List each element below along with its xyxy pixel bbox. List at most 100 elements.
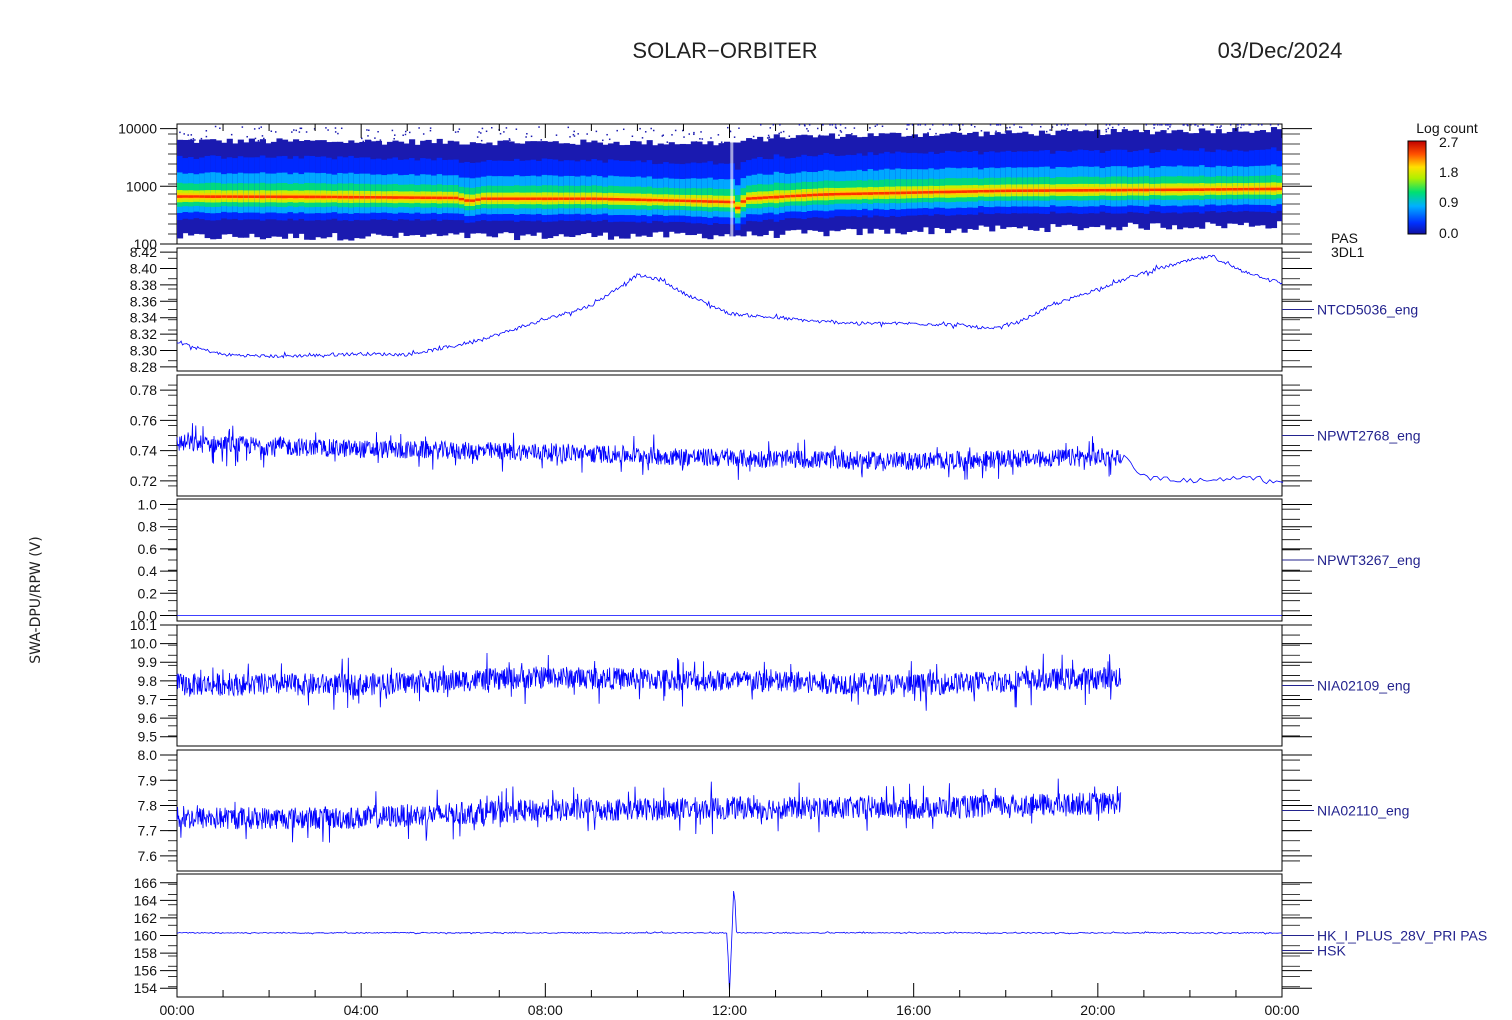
spectrogram-speck xyxy=(367,135,369,137)
spectrogram-speck xyxy=(1237,126,1239,129)
spectrogram-speck xyxy=(1164,124,1167,126)
spectrogram-cell xyxy=(398,196,405,199)
spectrogram-speck xyxy=(1210,124,1212,126)
spectrogram-cell xyxy=(1110,188,1117,192)
spectrogram-cell xyxy=(331,195,338,199)
spectrogram-speck xyxy=(1153,127,1155,129)
spectrogram-cell xyxy=(1188,188,1195,191)
spectrogram-speck xyxy=(454,131,457,133)
spectrogram-cell xyxy=(309,195,316,199)
spectrogram-cell xyxy=(602,197,609,201)
spectrogram-speck xyxy=(404,133,407,136)
spectrogram-speck xyxy=(481,127,484,130)
spectrogram-cell xyxy=(757,196,764,200)
series-label: NTCD5036_eng xyxy=(1317,302,1418,318)
spectrogram-cell xyxy=(298,195,305,199)
spectrogram-speck xyxy=(1249,124,1252,126)
spectrogram-cell xyxy=(596,197,604,201)
spectrogram-speck xyxy=(907,124,909,126)
spectrogram-speck xyxy=(525,136,527,138)
spectrogram-cell xyxy=(735,206,742,210)
spectrogram-speck xyxy=(700,131,702,133)
y-tick-label: 166 xyxy=(134,875,158,891)
spectrogram-speck xyxy=(334,127,337,129)
series-label: NPWT2768_eng xyxy=(1317,428,1421,444)
spectrogram-speck xyxy=(538,126,540,128)
spectrogram-cell xyxy=(1270,187,1278,191)
spectrogram-speck xyxy=(190,134,193,136)
spectrogram-speck xyxy=(929,128,931,131)
x-tick-label: 16:00 xyxy=(896,1002,931,1018)
spectrogram-speck xyxy=(606,133,608,136)
spectrogram-speck xyxy=(1169,124,1172,126)
spectrogram-cell xyxy=(646,198,653,202)
spectrogram-cell xyxy=(420,196,427,200)
spectrogram-cell xyxy=(718,200,725,204)
spectrogram-cell xyxy=(1121,188,1128,192)
spectrogram-speck xyxy=(1197,125,1199,127)
y-tick-label: 9.6 xyxy=(138,710,158,726)
spectrogram-speck xyxy=(834,126,837,128)
y-tick-label: 8.32 xyxy=(130,326,157,342)
spectrogram-cell xyxy=(530,197,537,201)
spectrogram-cell xyxy=(834,192,841,196)
spectrogram-cell xyxy=(436,196,443,200)
colorbar-tick: 2.7 xyxy=(1439,134,1459,150)
spectrogram-speck xyxy=(270,130,273,132)
y-tick-label: 158 xyxy=(134,945,158,961)
spectrogram-speck xyxy=(1198,129,1201,132)
spectrogram-cell xyxy=(851,192,858,196)
spectrogram-speck xyxy=(263,137,265,140)
spectrogram-speck xyxy=(187,134,189,136)
spectrogram-speck xyxy=(569,136,571,138)
spectrogram-speck xyxy=(1261,124,1263,126)
spectrogram-speck xyxy=(374,137,376,139)
spectrogram-cell xyxy=(1127,188,1134,192)
spectrogram-cell xyxy=(652,198,659,202)
spectrogram-speck xyxy=(1004,131,1007,133)
spectrogram-speck xyxy=(931,124,934,126)
spectrogram-cell xyxy=(784,195,791,198)
spectrogram-speck xyxy=(911,124,914,126)
spectrogram-cell xyxy=(1105,188,1112,192)
spectrogram-speck xyxy=(508,138,511,140)
spectrogram-speck xyxy=(1049,129,1051,131)
x-tick-label: 00:00 xyxy=(159,1002,194,1018)
spectrogram-speck xyxy=(404,130,407,133)
spectrogram-cell xyxy=(458,197,465,201)
spectrogram-speck xyxy=(616,129,618,132)
spectrogram-speck xyxy=(1064,124,1066,126)
spectrogram-cell xyxy=(712,200,720,203)
spectrogram-speck xyxy=(253,128,256,130)
spectrogram-cell xyxy=(182,195,189,198)
spectrogram-cell xyxy=(928,190,935,194)
y-tick-label: 8.38 xyxy=(130,277,157,293)
spectrogram-cell xyxy=(304,195,311,199)
spectrogram-speck xyxy=(1212,124,1214,126)
spectrogram-cell xyxy=(1138,188,1145,192)
spectrogram-cell xyxy=(773,195,780,199)
colorbar-tick: 1.8 xyxy=(1439,164,1459,180)
spectrogram-cell xyxy=(375,196,383,199)
spectrogram-cell xyxy=(359,195,366,199)
spectrogram-cell xyxy=(281,195,289,199)
spectrogram-speck xyxy=(368,129,370,132)
spectrogram-speck xyxy=(779,124,781,126)
spectrogram-speck xyxy=(710,137,712,139)
y-tick-label: 0.74 xyxy=(130,443,157,459)
colorbar-title: Log count xyxy=(1416,120,1478,136)
y-tick-label: 0.4 xyxy=(138,563,158,579)
spectrogram-speck xyxy=(190,138,192,141)
spectrogram-cell xyxy=(994,189,1001,193)
spectrogram-speck xyxy=(1202,124,1204,126)
spectrogram-speck xyxy=(526,133,528,135)
y-axis-labels: SWA-DPU/RPW (V) xyxy=(28,536,44,663)
spectrogram-cell xyxy=(265,195,272,199)
colorbar: Log count 2.7 1.8 0.9 0.0 xyxy=(1407,120,1478,241)
spectrogram-speck xyxy=(540,139,543,141)
spectrogram-cell xyxy=(1276,187,1282,191)
spectrogram-speck xyxy=(959,128,962,131)
spectrogram-speck xyxy=(340,127,343,130)
spectrogram-speck xyxy=(424,140,426,143)
spectrogram-speck xyxy=(325,127,327,129)
